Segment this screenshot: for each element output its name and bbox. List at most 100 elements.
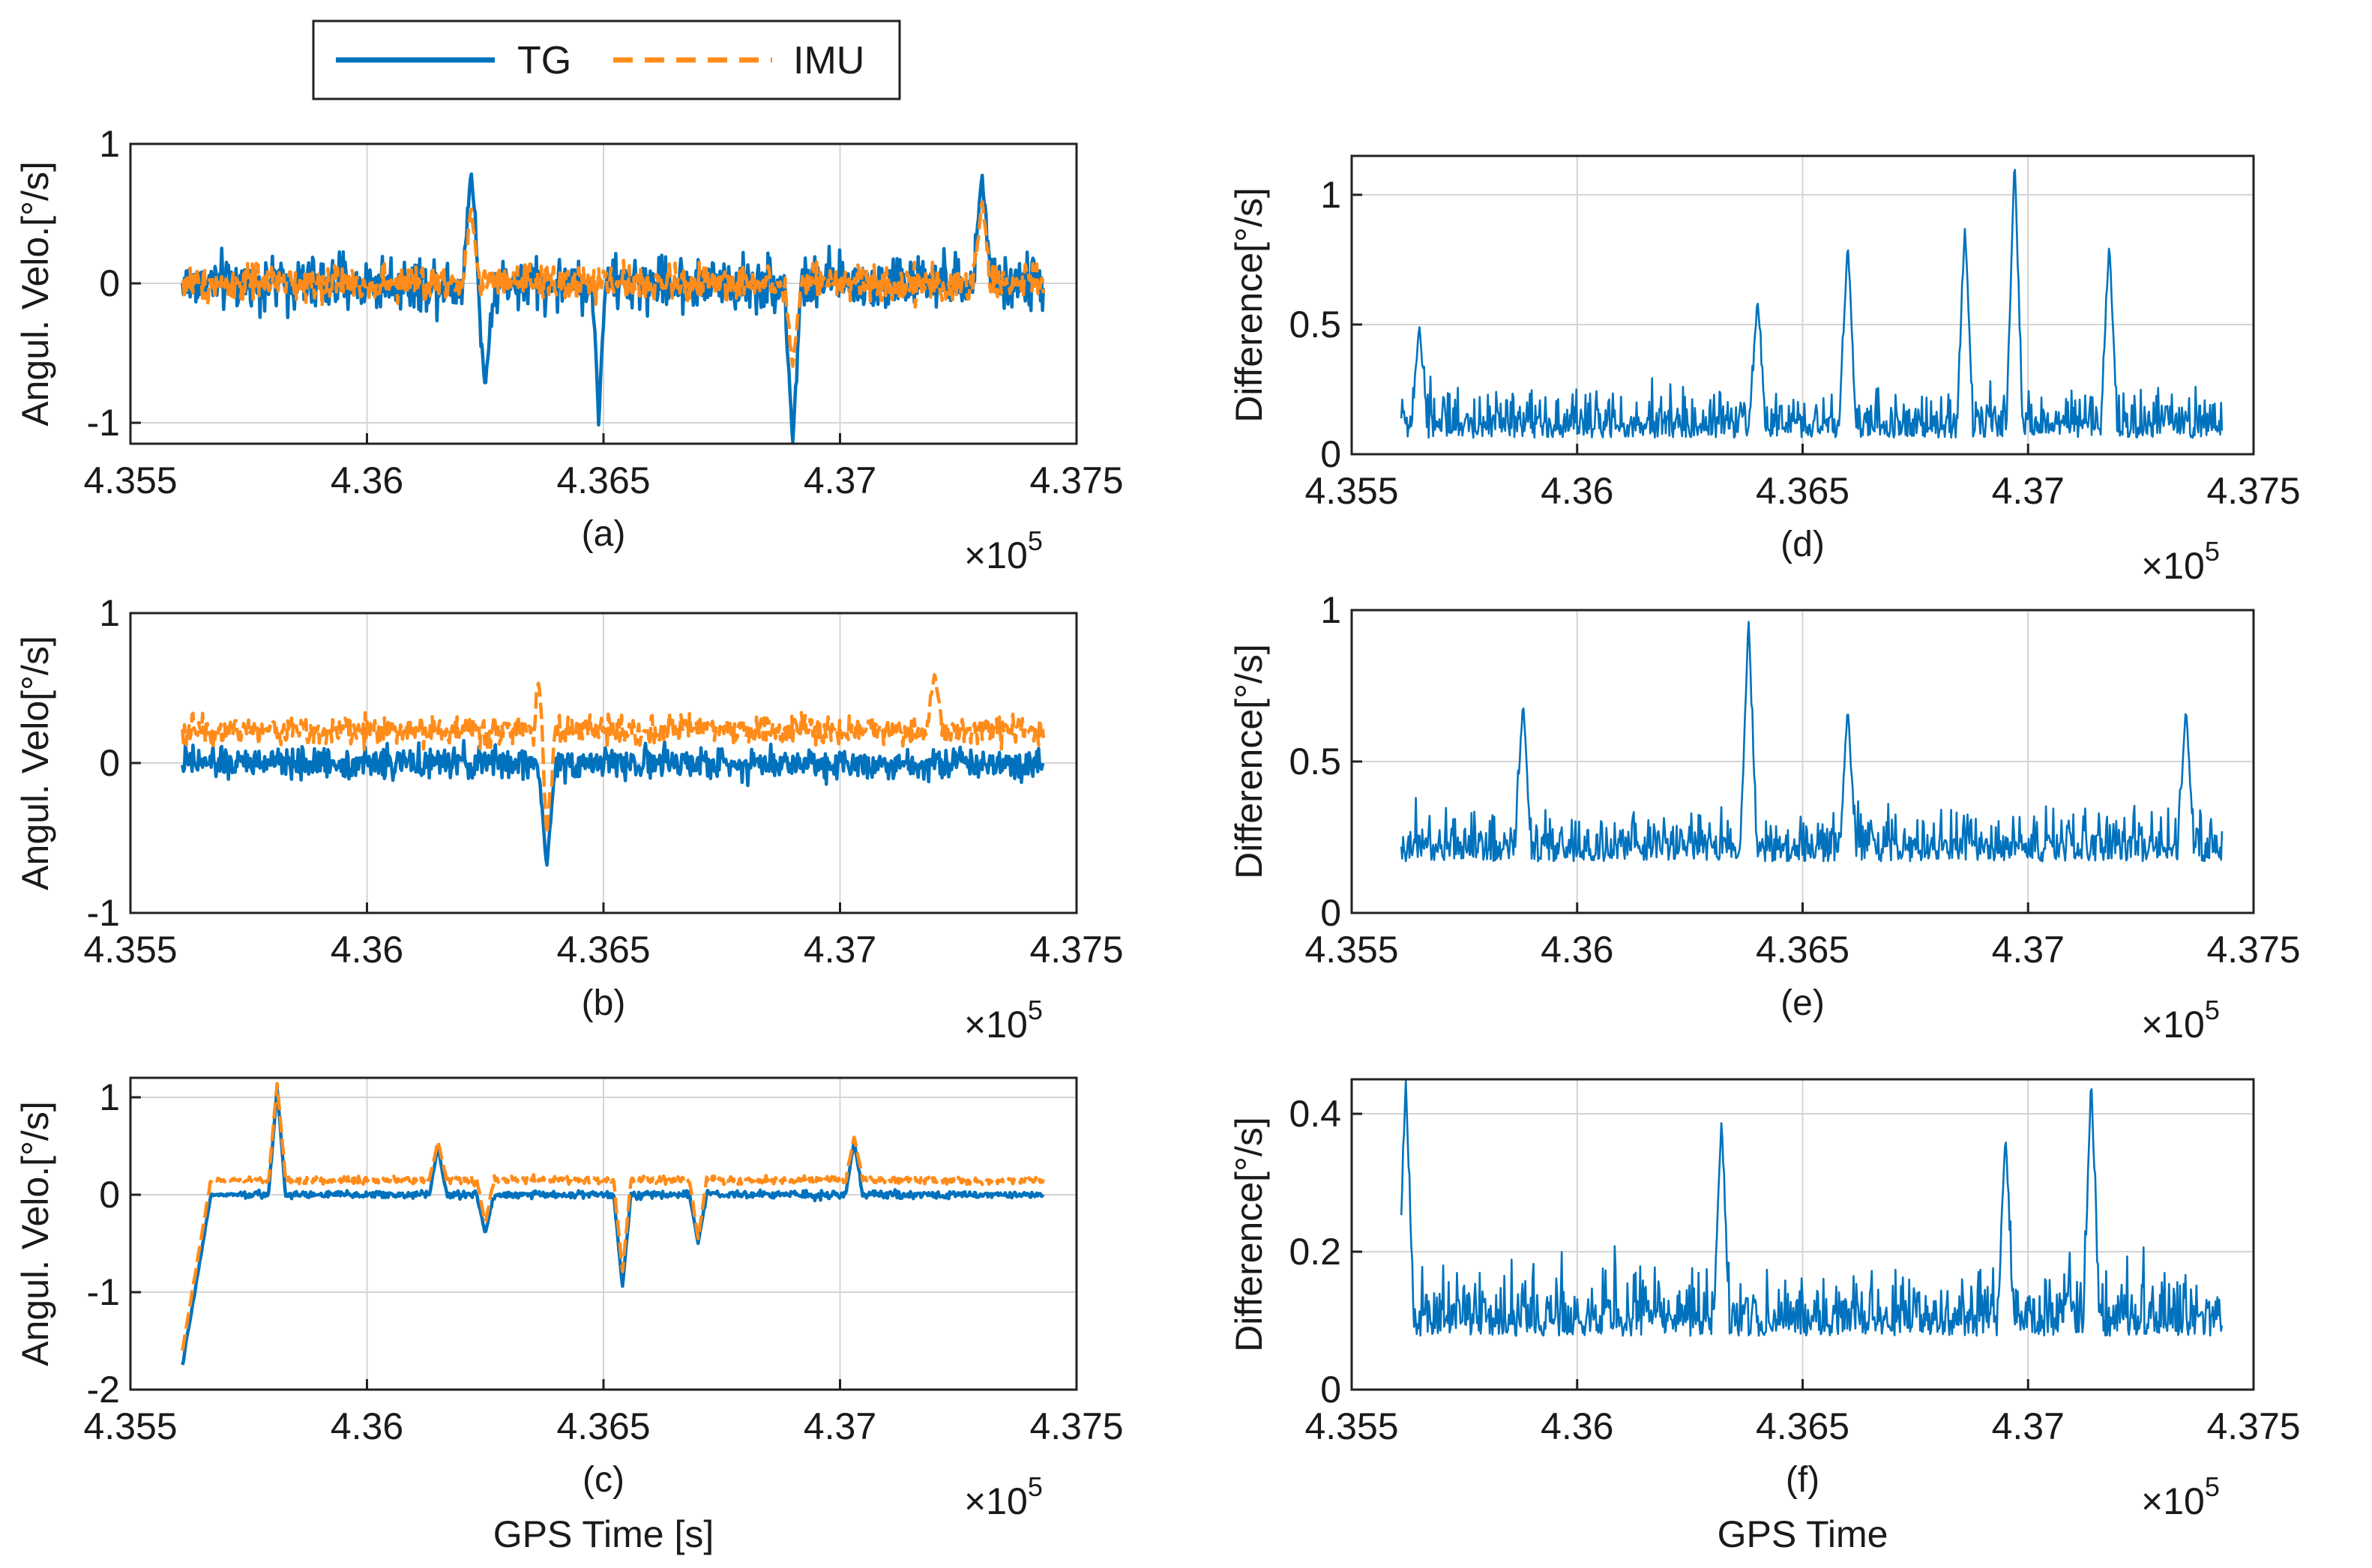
y-tick-label: 1 — [99, 1076, 120, 1118]
series-line-difference — [1400, 169, 2224, 439]
x-tick-label: 4.36 — [1541, 470, 1613, 512]
x-tick-label: 4.375 — [1029, 1405, 1123, 1447]
panel-a-sublabel: (a) — [582, 514, 626, 554]
panel-c-ticks: 4.355 4.36 4.365 4.37 4.375 -2 -1 0 1 — [83, 1076, 1123, 1447]
y-tick-label: 0.4 — [1289, 1093, 1341, 1135]
x-tick-label: 4.37 — [1992, 1405, 2065, 1447]
x-tick-label: 4.36 — [331, 1405, 403, 1447]
panel-b-sublabel: (b) — [582, 983, 626, 1023]
x-tick-label: 4.375 — [2206, 1405, 2300, 1447]
x-tick-label: 4.37 — [804, 929, 876, 971]
x-tick-label: 4.355 — [83, 459, 177, 501]
y-tick-label: -2 — [87, 1369, 120, 1411]
x-tick-label: 4.365 — [556, 1405, 650, 1447]
panel-d-ticks: 4.355 4.36 4.365 4.37 4.375 0 0.5 1 — [1289, 174, 2300, 512]
x-tick-label: 4.365 — [1756, 470, 1849, 512]
y-tick-label: -1 — [87, 1271, 120, 1313]
panel-e-series — [1400, 621, 2224, 863]
panel-f: 4.355 4.36 4.365 4.37 4.375 0 0.2 0.4 Differenc… — [1228, 1078, 2301, 1555]
x-tick-label: 4.375 — [2206, 929, 2300, 971]
panel-f-ticks: 4.355 4.36 4.365 4.37 4.375 0 0.2 0.4 — [1289, 1093, 2300, 1447]
panel-c-ylabel: Angul. Velo.[°/s] — [14, 1101, 56, 1366]
panel-b-ticks: 4.355 4.36 4.365 4.37 4.375 -1 0 1 — [83, 592, 1123, 971]
legend-label-imu: IMU — [793, 39, 864, 82]
panel-d-grid — [1352, 156, 2254, 454]
y-tick-label: 0.5 — [1289, 741, 1341, 783]
series-line-tg — [181, 738, 1045, 867]
x-tick-label: 4.37 — [804, 1405, 876, 1447]
y-tick-label: 0.2 — [1289, 1231, 1341, 1273]
x-tick-label: 4.355 — [1304, 1405, 1398, 1447]
series-line-imu — [181, 672, 1046, 836]
x-tick-label: 4.355 — [83, 1405, 177, 1447]
panel-d-series — [1400, 169, 2224, 439]
series-line-difference — [1400, 1079, 2224, 1337]
panel-c-series — [181, 1082, 1045, 1366]
panel-a-ticks: 4.355 4.36 4.365 4.37 4.375 -1 0 1 — [83, 123, 1123, 501]
panel-a-x-multiplier: ×105 — [964, 525, 1043, 576]
panel-a-ylabel: Angul. Velo.[°/s] — [14, 161, 56, 426]
y-tick-label: 0 — [99, 262, 120, 304]
x-tick-label: 4.355 — [1304, 470, 1398, 512]
series-line-difference — [1400, 621, 2224, 863]
panel-a: 4.355 4.36 4.365 4.37 4.375 -1 0 1 Angul. Velo.… — [14, 123, 1124, 576]
x-tick-label: 4.36 — [331, 459, 403, 501]
panel-f-ylabel: Difference[°/s] — [1228, 1117, 1270, 1352]
panel-a-series — [181, 172, 1046, 444]
panel-d: 4.355 4.36 4.365 4.37 4.375 0 0.5 1 Difference[… — [1228, 154, 2301, 587]
x-tick-label: 4.355 — [1304, 929, 1398, 971]
x-tick-label: 4.36 — [331, 929, 403, 971]
x-tick-label: 4.36 — [1541, 1405, 1613, 1447]
panel-f-grid — [1352, 1079, 2254, 1390]
panel-e: 4.355 4.36 4.365 4.37 4.375 0 0.5 1 Difference[… — [1228, 589, 2301, 1046]
y-tick-label: 1 — [1320, 589, 1341, 631]
panel-e-x-multiplier: ×105 — [2141, 995, 2220, 1046]
panel-c: 4.355 4.36 4.365 4.37 4.375 -2 -1 0 1 Angul. Vel… — [14, 1076, 1124, 1555]
x-tick-label: 4.355 — [83, 929, 177, 971]
panel-b-ylabel: Angul. Velo[°/s] — [14, 636, 56, 890]
x-tick-label: 4.365 — [1756, 1405, 1849, 1447]
x-tick-label: 4.375 — [1029, 929, 1123, 971]
y-tick-label: -1 — [87, 892, 120, 934]
y-tick-label: 0 — [99, 742, 120, 784]
x-tick-label: 4.365 — [556, 929, 650, 971]
panel-c-sublabel: (c) — [583, 1460, 624, 1500]
panel-d-sublabel: (d) — [1780, 525, 1825, 564]
panel-d-ylabel: Difference[°/s] — [1228, 187, 1270, 423]
panel-d-x-multiplier: ×105 — [2141, 536, 2220, 587]
panel-b-x-multiplier: ×105 — [964, 995, 1043, 1046]
series-line-tg — [181, 1087, 1045, 1366]
panel-b-series — [181, 672, 1046, 867]
y-tick-label: 1 — [1320, 174, 1341, 216]
x-tick-label: 4.37 — [804, 459, 876, 501]
panel-f-xlabel: GPS Time — [1718, 1513, 1888, 1555]
y-tick-label: 0 — [1320, 892, 1341, 934]
y-tick-label: 0 — [99, 1174, 120, 1216]
y-tick-label: 1 — [99, 592, 120, 634]
series-line-tg — [181, 172, 1046, 444]
panel-e-ylabel: Difference[°/s] — [1228, 644, 1270, 879]
x-tick-label: 4.375 — [1029, 459, 1123, 501]
y-tick-label: 0.5 — [1289, 304, 1341, 346]
series-line-imu — [181, 1082, 1045, 1351]
panel-f-sublabel: (f) — [1786, 1460, 1819, 1500]
panel-f-series — [1400, 1079, 2224, 1337]
x-tick-label: 4.37 — [1992, 470, 2065, 512]
y-tick-label: 0 — [1320, 433, 1341, 475]
y-tick-label: 0 — [1320, 1369, 1341, 1411]
panel-c-x-multiplier: ×105 — [964, 1471, 1043, 1522]
x-tick-label: 4.365 — [556, 459, 650, 501]
legend: TG IMU — [312, 19, 901, 100]
x-tick-label: 4.37 — [1992, 929, 2065, 971]
y-tick-label: 1 — [99, 123, 120, 165]
panel-e-sublabel: (e) — [1780, 983, 1825, 1023]
x-tick-label: 4.365 — [1756, 929, 1849, 971]
x-tick-label: 4.375 — [2206, 470, 2300, 512]
x-tick-label: 4.36 — [1541, 929, 1613, 971]
legend-label-tg: TG — [517, 39, 571, 82]
panel-e-grid — [1352, 610, 2254, 913]
panel-b: 4.355 4.36 4.365 4.37 4.375 -1 0 1 Angul. Velo[… — [14, 592, 1124, 1046]
panel-f-x-multiplier: ×105 — [2141, 1471, 2220, 1522]
panel-e-ticks: 4.355 4.36 4.365 4.37 4.375 0 0.5 1 — [1289, 589, 2300, 971]
